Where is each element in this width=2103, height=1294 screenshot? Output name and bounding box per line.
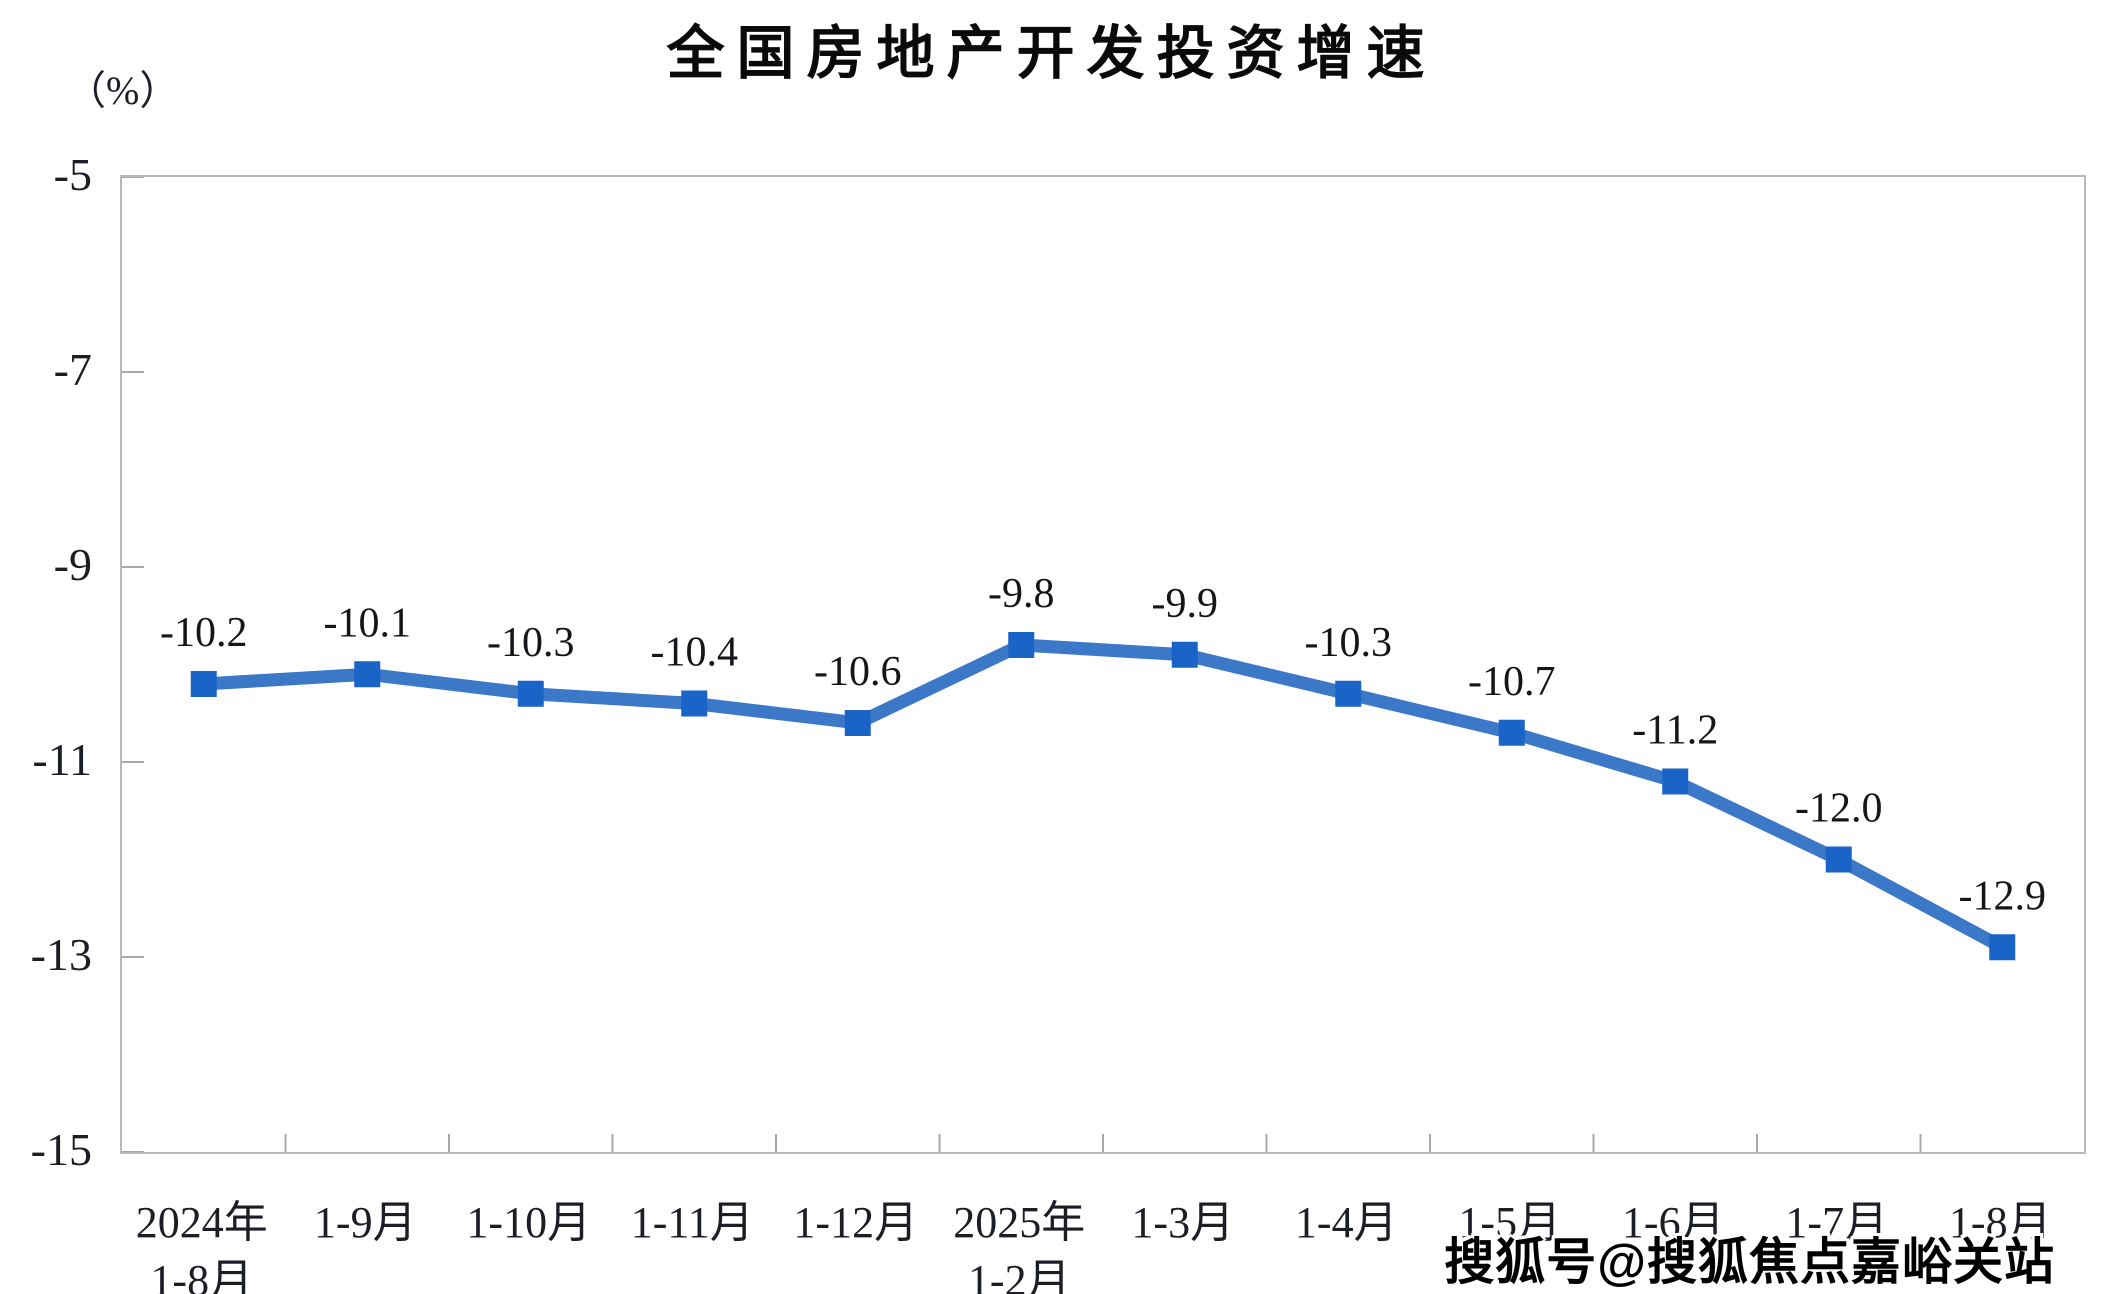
x-axis-tick-label: 1-8月 — [1919, 1196, 2083, 1250]
x-axis-tick-label: 1-9月 — [284, 1196, 448, 1250]
y-axis-tick-label: -15 — [30, 1124, 92, 1175]
x-axis-tick-label-line: 1-7月 — [1785, 1198, 1889, 1247]
data-point-marker — [354, 661, 381, 688]
x-axis-tick-label-line: 1-6月 — [1621, 1198, 1725, 1247]
data-point-marker — [517, 680, 544, 707]
data-point-marker — [844, 710, 871, 736]
data-point-label: -10.2 — [160, 610, 248, 656]
data-point-label: -10.4 — [651, 630, 739, 676]
line-chart: -10.2 -10.1 -10.3 -10.4 -10.6 -9.8 -9.9 -10.3 -1… — [122, 177, 2047, 1152]
data-point-marker — [1335, 680, 1362, 707]
data-point-label: -12.9 — [1959, 873, 2047, 919]
x-axis-tick-label: 1-6月 — [1592, 1196, 1756, 1250]
data-point-marker — [1825, 846, 1852, 873]
data-point-marker — [1662, 768, 1689, 795]
x-axis-tick-label-line: 2024年 — [135, 1198, 268, 1247]
data-point-label: -9.8 — [988, 571, 1055, 617]
data-point-marker — [681, 690, 708, 717]
trend-line — [197, 638, 2009, 954]
data-point-label: -10.7 — [1468, 659, 1556, 705]
x-axis-tick-label: 1-11月 — [611, 1196, 775, 1250]
x-axis-tick-label: 1-10月 — [447, 1196, 611, 1250]
x-axis-tick-label: 1-5月 — [1428, 1196, 1592, 1250]
data-point-marker — [1498, 719, 1525, 746]
y-axis-tick-label: -7 — [53, 344, 92, 395]
x-axis-tick-label-line: 1-2月 — [967, 1256, 1071, 1294]
x-axis-tick-label-line: 1-9月 — [313, 1198, 417, 1247]
data-point-marker — [1008, 632, 1035, 658]
data-point-label: -10.3 — [487, 620, 575, 666]
y-axis-tick-label: -13 — [30, 929, 92, 980]
x-axis-tick-label: 1-3月 — [1101, 1196, 1265, 1250]
x-axis-tick-label-line: 2025年 — [953, 1198, 1086, 1247]
y-axis-tick-label: -5 — [53, 149, 92, 200]
x-axis-tick-label-line: 1-8月 — [1948, 1198, 2052, 1247]
x-axis-tick-label: 1-4月 — [1265, 1196, 1429, 1250]
x-axis-tick-label: 1-7月 — [1755, 1196, 1919, 1250]
watermark: 搜狐号@搜狐焦点嘉峪关站 — [1444, 1234, 2055, 1290]
x-axis-tick-label-line: 1-4月 — [1294, 1198, 1398, 1247]
data-point-label: -10.3 — [1305, 620, 1393, 666]
x-axis-tick-label-line: 1-10月 — [466, 1198, 592, 1247]
x-axis-tick-label-line: 1-3月 — [1131, 1198, 1235, 1247]
x-axis-tick-label-line: 1-8月 — [150, 1256, 254, 1294]
y-axis-tick-label: -11 — [32, 734, 92, 785]
x-axis-tick-label: 2025年 1-2月 — [938, 1196, 1102, 1294]
data-point-label: -9.9 — [1152, 581, 1219, 627]
data-point-label: -10.1 — [324, 600, 412, 646]
x-axis-tick-label-line: 1-5月 — [1458, 1198, 1562, 1247]
x-axis-tick-label-line: 1-11月 — [630, 1198, 754, 1247]
chart-title: 全国房地产开发投资增速 — [666, 21, 1437, 86]
data-point-label: -10.6 — [814, 649, 902, 695]
data-point-marker — [1171, 641, 1198, 668]
x-axis-tick-label: 1-12月 — [774, 1196, 938, 1250]
x-axis-tick-label-line: 1-12月 — [793, 1198, 919, 1247]
data-point-label: -12.0 — [1795, 786, 1883, 832]
y-axis-tick-label: -9 — [53, 539, 92, 590]
x-axis-tick-label: 2024年 1-8月 — [120, 1196, 284, 1294]
data-point-marker — [1989, 934, 2016, 961]
plot-area: -10.2 -10.1 -10.3 -10.4 -10.6 -9.8 -9.9 -10.3 -1… — [120, 175, 2086, 1154]
y-axis-unit-label: （%） — [66, 68, 180, 113]
data-point-label: -11.2 — [1632, 708, 1718, 754]
data-point-marker — [190, 671, 217, 697]
